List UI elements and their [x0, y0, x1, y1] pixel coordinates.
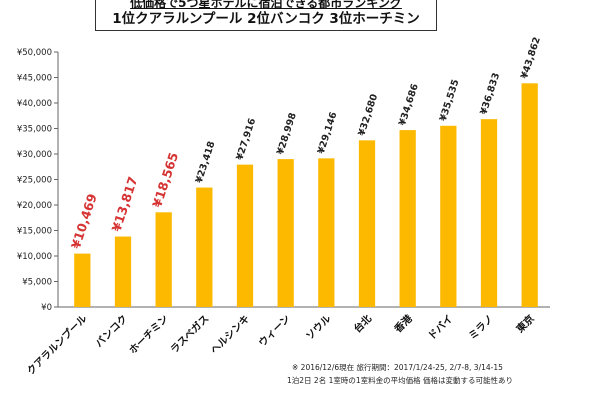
chart-subtitle: 1位クアラルンプール 2位バンコク 3位ホーチミン [112, 11, 420, 27]
bar-value-label: ¥23,418 [194, 140, 218, 185]
x-category-label: ウィーン [256, 313, 292, 349]
footnote-line-1: ※ 2016/12/6現在 旅行期間：2017/1/24-25, 2/7-8, … [292, 363, 503, 372]
title-box: 低価格で5つ星ホテルに宿泊できる都市ランキング 1位クアラルンプール 2位バンコ… [95, 0, 437, 31]
y-tick-label: ¥0 [41, 303, 52, 313]
bar [74, 253, 91, 307]
bar-value-label: ¥43,862 [519, 36, 543, 81]
y-axis: ¥0 ¥5,000 ¥10,000 ¥15,000 ¥20,000 ¥25,000 ¥30,… [17, 48, 550, 313]
bar-value-label: ¥35,535 [438, 78, 462, 123]
bar-value-label: ¥29,146 [316, 110, 340, 155]
bar [196, 187, 213, 307]
y-tick-label: ¥30,000 [17, 150, 52, 160]
bar-value-label: ¥10,469 [68, 192, 100, 251]
bar [480, 119, 498, 307]
y-tick-label: ¥20,000 [17, 201, 52, 211]
bar [440, 125, 457, 307]
x-category-label: 台北 [351, 312, 374, 335]
x-category-label: バンコク [93, 313, 130, 350]
x-category-label: ミラノ [467, 313, 497, 343]
x-category-label: ホーチミン [127, 313, 171, 357]
bar-value-label: ¥32,680 [356, 92, 380, 137]
y-tick-label: ¥25,000 [17, 176, 52, 186]
bar [358, 140, 376, 307]
x-category-label: クアラルンプール [24, 312, 89, 377]
bars [74, 83, 538, 307]
bar-value-label: ¥28,998 [275, 111, 299, 156]
y-tick-label: ¥35,000 [17, 125, 52, 135]
y-tick-label: ¥50,000 [17, 48, 52, 58]
bar [236, 164, 254, 307]
bar [399, 130, 416, 307]
chart-title: 低価格で5つ星ホテルに宿泊できる都市ランキング [130, 0, 402, 10]
bar-value-label: ¥18,565 [149, 150, 181, 209]
x-category-label: ヘルシンキ [208, 313, 252, 357]
x-category-label: ドバイ [426, 313, 456, 343]
value-labels: ¥10,469 ¥13,817 ¥18,565 ¥23,418 ¥27,916 ¥28,9… [68, 36, 543, 251]
y-tick-label: ¥40,000 [17, 99, 52, 109]
y-tick-label: ¥15,000 [17, 227, 52, 237]
x-category-label: 東京 [513, 312, 536, 335]
x-category-label: 香港 [391, 311, 415, 335]
bar-value-label: ¥36,833 [478, 72, 502, 117]
bar-value-label: ¥13,817 [109, 175, 141, 234]
bar [155, 212, 172, 307]
bar [277, 159, 294, 307]
bar [521, 83, 538, 307]
y-tick-label: ¥5,000 [22, 278, 52, 288]
x-category-label: ソウル [304, 313, 334, 343]
bar [114, 236, 132, 307]
bar-value-label: ¥34,686 [397, 82, 421, 127]
y-tick-label: ¥45,000 [17, 74, 52, 84]
bar [318, 158, 335, 307]
bar-value-label: ¥27,916 [234, 117, 258, 162]
y-tick-label: ¥10,000 [17, 252, 52, 262]
x-category-label: ラスベガス [168, 312, 212, 356]
footnote-line-2: 1泊2日 2名 1室時の1室料金の平均価格 価格は変動する可能性あり [287, 376, 514, 385]
